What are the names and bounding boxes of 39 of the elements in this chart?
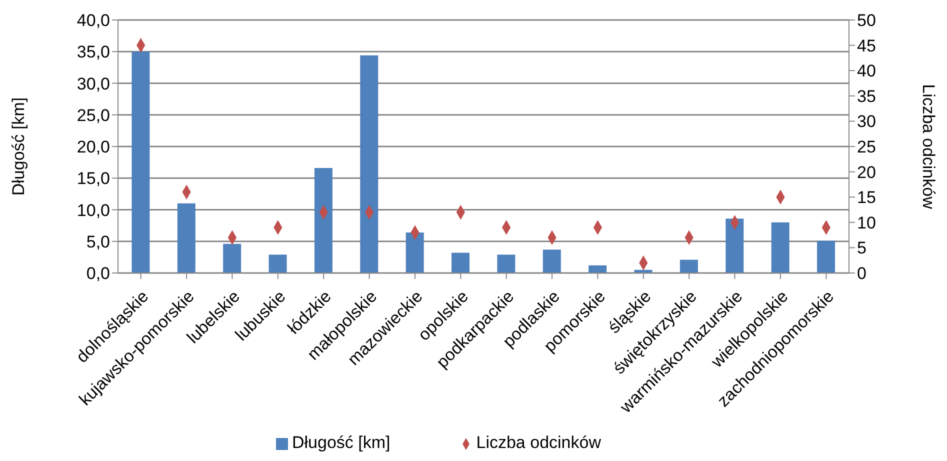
bar — [542, 250, 561, 273]
bar — [680, 260, 698, 273]
bar — [223, 244, 242, 273]
bar — [406, 232, 424, 273]
bar — [132, 52, 150, 273]
y2-tick-label: 35 — [857, 86, 876, 106]
y2-tick-label: 45 — [857, 36, 876, 56]
bar — [588, 265, 607, 273]
y-axis-title: Długość [km] — [9, 97, 28, 196]
y2-tick-label: 5 — [857, 238, 866, 258]
y-tick-label: 30,0 — [76, 74, 110, 94]
y2-tick-label: 20 — [857, 162, 876, 182]
legend-label: Liczba odcinków — [476, 433, 601, 452]
bar — [726, 218, 744, 273]
y-tick-label: 15,0 — [76, 169, 110, 188]
y2-tick-label: 15 — [857, 188, 876, 208]
y2-tick-label: 25 — [857, 138, 876, 157]
bar — [452, 252, 470, 273]
y2-tick-label: 10 — [857, 213, 876, 232]
bar — [268, 254, 287, 273]
y-tick-label: 10,0 — [76, 200, 110, 220]
bar — [817, 240, 836, 273]
y-tick-label: 5,0 — [86, 232, 110, 252]
bar — [360, 55, 378, 273]
y-tick-label: 20,0 — [76, 138, 110, 157]
bar — [177, 203, 196, 273]
y2-tick-label: 0 — [857, 264, 866, 284]
y2-tick-label: 50 — [857, 11, 876, 30]
y-tick-label: 40,0 — [76, 11, 110, 30]
y2-tick-label: 40 — [857, 62, 876, 81]
legend-label: Długość [km] — [292, 433, 390, 452]
bar — [314, 168, 332, 273]
y-tick-label: 35,0 — [76, 42, 110, 62]
y2-tick-label: 30 — [857, 112, 876, 132]
bar — [497, 254, 516, 273]
y-tick-label: 0,0 — [86, 264, 110, 284]
y-tick-label: 25,0 — [76, 106, 110, 125]
y2-axis-title: Liczba odcinków — [918, 84, 938, 210]
bar — [771, 222, 790, 273]
